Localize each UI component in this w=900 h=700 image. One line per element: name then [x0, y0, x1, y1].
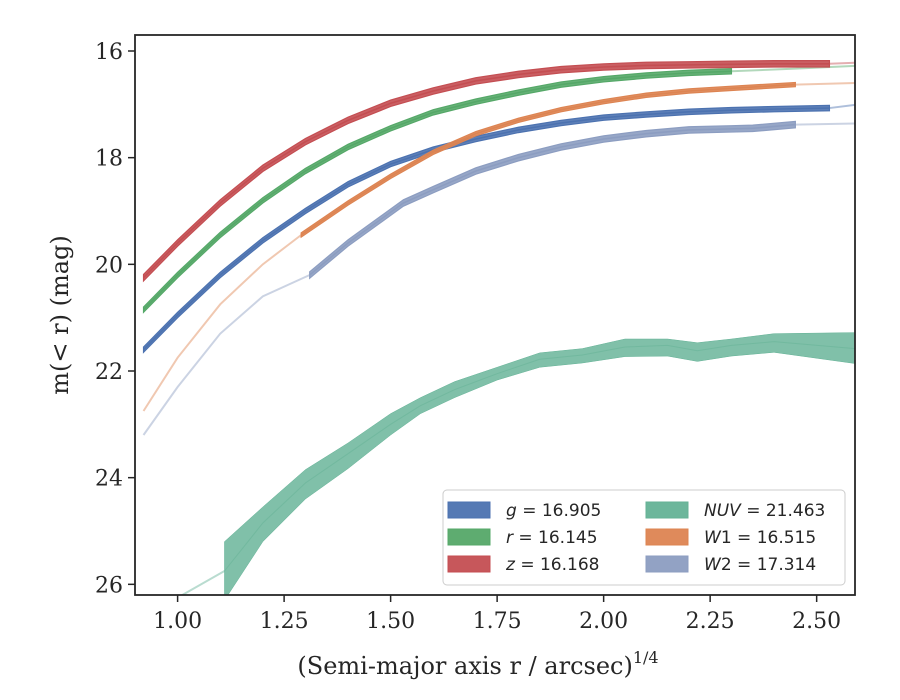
series-6 [142, 120, 855, 436]
y-axis-label: m(< r) (mag) [46, 235, 74, 394]
x-tick-label: 2.00 [579, 609, 628, 634]
legend-label: NUV = 21.463 [704, 501, 825, 521]
y-tick-label: 16 [95, 40, 123, 65]
legend-swatch [645, 528, 689, 546]
legend-entry-r1: NUV = 21.463 [645, 501, 825, 521]
legend-entry-r3: W2 = 17.314 [645, 555, 816, 575]
series-2 [142, 64, 855, 314]
legend-swatch [447, 501, 491, 519]
series-3 [142, 60, 855, 283]
y-tick-label: 24 [95, 467, 123, 492]
y-tick-label: 20 [95, 253, 123, 278]
series-5-line [300, 83, 796, 236]
series-3-band [142, 60, 831, 283]
legend-label: z = 16.168 [505, 555, 599, 575]
x-axis-label: (Semi-major axis r / arcsec)1/4 [297, 648, 658, 680]
series-4 [180, 332, 855, 595]
y-tick-label: 18 [95, 147, 123, 172]
y-tick-label: 26 [95, 573, 123, 598]
series-6-extrapolation [795, 122, 855, 126]
series-4-extrapolation [180, 570, 225, 595]
legend-entry-l3: z = 16.168 [447, 555, 599, 575]
legend-frame [442, 489, 846, 586]
series-1-extrapolation [829, 103, 855, 110]
series-layer [142, 60, 855, 595]
x-axis: 1.00 1.25 1.50 1.75 2.00 2.25 2.50 [153, 595, 841, 634]
legend: g = 16.905 r = 16.145 z = 16.168 NUV = 21.4… [442, 489, 846, 586]
series-5-extrapolation [142, 234, 302, 412]
series-1 [142, 103, 855, 354]
series-6-line [309, 123, 796, 276]
legend-swatch [645, 501, 689, 519]
series-3-extrapolation [829, 61, 855, 65]
series-6-extrapolation [142, 274, 311, 436]
x-axis-label-exponent: 1/4 [633, 648, 659, 667]
x-tick-label: 1.75 [473, 609, 522, 634]
series-4-band [224, 332, 855, 595]
legend-label: W1 = 16.515 [704, 528, 816, 548]
legend-swatch [645, 555, 689, 573]
series-4-line [224, 341, 855, 572]
series-1-line [142, 107, 830, 351]
x-tick-label: 2.25 [686, 609, 735, 634]
legend-label: r = 16.145 [506, 528, 598, 548]
plot-frame [134, 34, 856, 596]
legend-swatch [447, 555, 491, 573]
x-tick-label: 1.25 [260, 609, 309, 634]
series-6-band [309, 120, 796, 280]
legend-label: W2 = 17.314 [704, 555, 816, 575]
series-5 [142, 81, 855, 412]
legend-entry-l1: g = 16.905 [447, 501, 601, 521]
x-tick-label: 1.00 [153, 609, 202, 634]
legend-entry-r2: W1 = 16.515 [645, 528, 816, 548]
series-2-extrapolation [731, 64, 855, 73]
series-3-line [142, 63, 830, 279]
series-2-line [142, 70, 732, 311]
legend-swatch [447, 528, 491, 546]
y-axis: 16 18 20 22 24 26 [95, 40, 135, 598]
x-tick-label: 2.50 [792, 609, 841, 634]
series-2-band [142, 67, 733, 314]
series-1-band [142, 104, 831, 354]
legend-entry-l2: r = 16.145 [447, 528, 598, 548]
y-tick-label: 22 [95, 360, 123, 385]
x-tick-label: 1.50 [366, 609, 415, 634]
legend-label: g = 16.905 [506, 501, 601, 521]
series-5-extrapolation [795, 82, 855, 86]
